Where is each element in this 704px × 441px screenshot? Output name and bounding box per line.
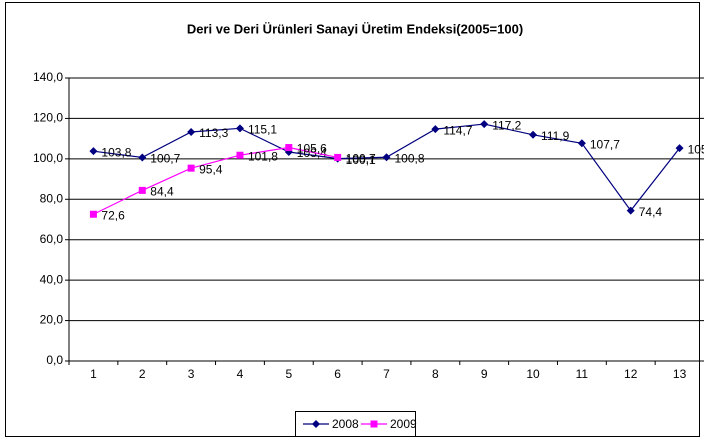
data-label: 103,4 xyxy=(297,146,327,160)
marker xyxy=(577,139,586,148)
marker xyxy=(235,124,244,133)
data-label: 101,8 xyxy=(248,149,278,163)
marker xyxy=(480,120,489,129)
data-label: 107,7 xyxy=(590,137,620,151)
y-tick-label: 80,0 xyxy=(40,191,64,205)
x-tick-label: 12 xyxy=(624,367,638,381)
marker xyxy=(236,151,244,159)
y-tick-label: 0,0 xyxy=(46,353,63,367)
data-label: 74,4 xyxy=(639,205,663,219)
y-tick-label: 100,0 xyxy=(33,151,63,165)
legend-label: 2009 xyxy=(390,417,417,431)
x-tick-label: 8 xyxy=(432,367,439,381)
x-tick-label: 5 xyxy=(285,367,292,381)
legend-marker xyxy=(312,420,320,428)
y-tick-label: 120,0 xyxy=(33,111,63,125)
y-tick-label: 20,0 xyxy=(40,313,64,327)
marker xyxy=(334,153,342,161)
marker xyxy=(89,147,98,156)
marker xyxy=(138,153,147,162)
chart-title: Deri ve Deri Ürünleri Sanayi Üretim Ende… xyxy=(187,21,523,36)
data-label: 95,4 xyxy=(199,162,223,176)
chart-border xyxy=(5,2,700,437)
marker xyxy=(431,125,440,134)
data-label: 84,4 xyxy=(150,185,174,199)
data-label: 117,2 xyxy=(492,118,521,132)
data-label: 72,6 xyxy=(101,208,125,222)
x-tick-label: 10 xyxy=(526,367,540,381)
marker xyxy=(187,164,195,172)
legend-label: 2008 xyxy=(332,417,359,431)
x-tick-label: 13 xyxy=(673,367,687,381)
y-tick-label: 40,0 xyxy=(40,272,64,286)
x-tick-label: 4 xyxy=(237,367,244,381)
data-label: 105,6 xyxy=(297,142,327,156)
series-line xyxy=(93,146,338,215)
data-label: 105,3 xyxy=(688,142,704,156)
data-label: 100,7 xyxy=(150,152,180,166)
marker xyxy=(529,130,538,139)
y-tick-label: 60,0 xyxy=(40,232,64,246)
data-label: 113,3 xyxy=(199,126,228,140)
x-tick-label: 3 xyxy=(188,367,195,381)
x-tick-label: 2 xyxy=(139,367,146,381)
x-tick-label: 6 xyxy=(334,367,341,381)
data-label: 100,1 xyxy=(346,153,376,167)
x-tick-label: 9 xyxy=(481,367,488,381)
data-label: 100,7 xyxy=(346,152,376,166)
marker xyxy=(187,127,196,136)
data-label: 115,1 xyxy=(248,123,277,137)
y-tick-label: 140,0 xyxy=(33,70,63,84)
x-tick-label: 11 xyxy=(576,367,589,381)
data-label: 100,8 xyxy=(395,151,425,165)
marker xyxy=(675,144,684,153)
marker xyxy=(285,144,293,152)
marker xyxy=(138,186,146,194)
legend-marker xyxy=(370,420,378,428)
data-label: 111,9 xyxy=(541,129,570,143)
marker xyxy=(89,210,97,218)
marker xyxy=(626,206,635,215)
marker xyxy=(382,153,391,162)
data-label: 103,8 xyxy=(101,145,131,159)
data-label: 114,7 xyxy=(443,123,472,137)
x-tick-label: 7 xyxy=(383,367,390,381)
x-tick-label: 1 xyxy=(90,367,97,381)
